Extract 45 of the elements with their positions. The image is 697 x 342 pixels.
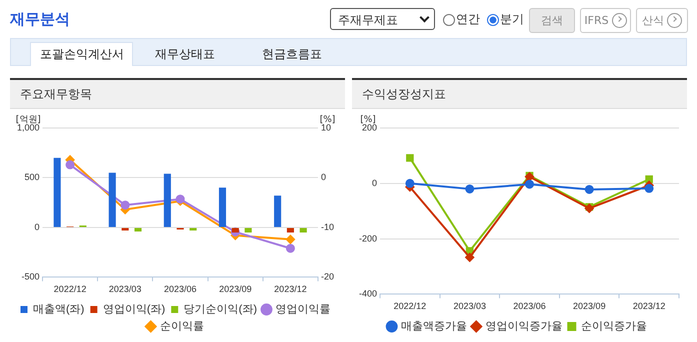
y-tick-label: 500	[24, 172, 40, 182]
y2-tick-label: 0	[320, 172, 326, 182]
y2-tick-label: -10	[320, 222, 334, 232]
y-tick-label: 1,000	[16, 122, 40, 132]
text: 검색	[529, 8, 575, 33]
x-tick-label: 2023/03	[108, 284, 142, 294]
x-tick-label: 2023/12	[632, 301, 666, 312]
x-tick-label: 2023/06	[164, 284, 197, 294]
text: 재무분석	[10, 10, 70, 29]
legend-label: 영업이익증가율	[485, 320, 562, 333]
text: 산식	[636, 8, 688, 33]
chart-title: 주요재무항목	[10, 80, 345, 109]
legend-label: 순이익률	[160, 320, 204, 333]
x-tick-label: 2023/06	[513, 301, 546, 312]
x-tick-label: 2023/03	[453, 301, 486, 312]
text: IFRS	[580, 8, 631, 33]
y-tick-label: -500	[22, 272, 40, 282]
legend-label: 당기순이익(좌)	[184, 304, 257, 316]
legend-label: 영업이익률	[275, 304, 330, 316]
x-tick-label: 2022/12	[54, 284, 86, 294]
chart-title: 수익성장성지표	[352, 80, 687, 109]
y2-axis-title: [%]	[320, 114, 336, 125]
x-tick-label: 2022/12	[394, 301, 426, 312]
y2-tick-label: 10	[320, 122, 332, 132]
y2-tick-label: -20	[320, 272, 334, 282]
y-axis-title: [억원]	[16, 114, 41, 125]
y-tick-label: 0	[34, 222, 40, 232]
text: 현금흐름표	[262, 46, 322, 63]
y-tick-label: -200	[359, 233, 378, 244]
x-tick-label: 2023/09	[219, 284, 252, 294]
y-tick-label: 200	[362, 122, 378, 132]
legend-label: 순이익증가율	[580, 320, 647, 333]
text: 재무상태표	[155, 46, 215, 63]
y-tick-label: 0	[372, 178, 378, 188]
text: 포괄손익계산서	[40, 46, 124, 63]
x-tick-label: 2023/12	[274, 284, 307, 294]
y-axis-title: [%]	[360, 114, 376, 125]
text: 분기	[500, 11, 524, 28]
text: 연간	[456, 11, 480, 28]
legend-label: 매출액증가율	[400, 320, 467, 333]
y-tick-label: -400	[359, 288, 378, 299]
legend-label: 매출액(좌)	[33, 304, 84, 316]
x-tick-label: 2023/09	[573, 301, 606, 312]
legend-label: 영업이익(좌)	[102, 304, 166, 316]
text: 주재무제표	[330, 8, 435, 30]
